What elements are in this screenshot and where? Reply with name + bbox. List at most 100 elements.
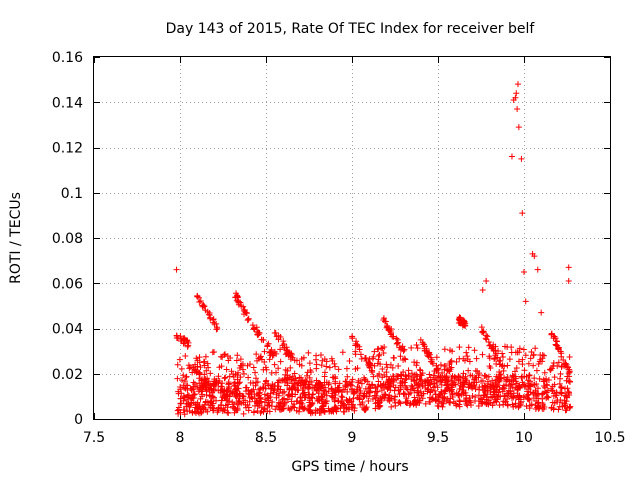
- roti-point: [216, 364, 223, 371]
- roti-point: [462, 375, 469, 382]
- roti-point: [261, 358, 268, 365]
- roti-point: [391, 354, 398, 361]
- roti-point: [176, 356, 183, 363]
- roti-point: [221, 375, 228, 382]
- roti-point: [533, 367, 540, 374]
- roti-point: [262, 396, 269, 403]
- roti-point: [219, 380, 226, 387]
- roti-point: [321, 373, 328, 380]
- roti-point: [550, 406, 557, 413]
- roti-point: [345, 401, 352, 408]
- roti-point: [479, 377, 486, 384]
- roti-point: [512, 368, 519, 375]
- roti-point: [204, 360, 211, 367]
- roti-point: [334, 384, 341, 391]
- roti-point: [414, 345, 421, 352]
- roti-point: [393, 340, 400, 347]
- roti-point: [462, 378, 469, 385]
- roti-point: [479, 351, 486, 358]
- roti-point: [456, 398, 463, 405]
- roti-point: [177, 400, 184, 407]
- roti-point: [395, 387, 402, 394]
- roti-point: [413, 359, 420, 366]
- roti-point: [519, 356, 526, 363]
- roti-point: [298, 362, 305, 369]
- roti-point: [479, 383, 486, 390]
- roti-point: [207, 393, 214, 400]
- x-tick-label: 7.5: [83, 430, 105, 446]
- roti-point: [566, 390, 573, 397]
- roti-point: [376, 403, 383, 410]
- roti-point: [349, 376, 356, 383]
- roti-point: [237, 374, 244, 381]
- roti-point: [557, 370, 564, 377]
- roti-point: [368, 381, 375, 388]
- roti-point: [548, 385, 555, 392]
- roti-point: [253, 351, 260, 358]
- y-tick-label: 0.02: [52, 367, 83, 383]
- roti-point: [427, 374, 434, 381]
- roti-point: [457, 380, 464, 387]
- roti-point: [516, 385, 523, 392]
- roti-point: [338, 399, 345, 406]
- roti-point: [522, 352, 529, 359]
- roti-point: [226, 393, 233, 400]
- roti-point: [481, 387, 488, 394]
- roti-point: [374, 346, 381, 353]
- roti-point: [344, 373, 351, 380]
- roti-point: [260, 408, 267, 415]
- roti-point: [425, 385, 432, 392]
- roti-point: [448, 357, 455, 364]
- roti-point: [173, 266, 180, 273]
- roti-point: [495, 382, 502, 389]
- roti-point: [449, 348, 456, 355]
- roti-point: [326, 380, 333, 387]
- roti-point: [499, 350, 506, 357]
- roti-point: [358, 355, 365, 362]
- roti-point: [314, 395, 321, 402]
- roti-point: [527, 355, 534, 362]
- roti-point: [237, 356, 244, 363]
- roti-point: [422, 400, 429, 407]
- roti-point: [236, 364, 243, 371]
- roti-point: [268, 385, 275, 392]
- roti-point: [537, 352, 544, 359]
- roti-point: [493, 373, 500, 380]
- roti-point: [446, 368, 453, 375]
- roti-point: [233, 357, 240, 364]
- roti-point: [400, 356, 407, 363]
- roti-point: [301, 394, 308, 401]
- roti-point: [400, 368, 407, 375]
- roti-point: [464, 353, 471, 360]
- roti-point: [388, 403, 395, 410]
- roti-point: [361, 374, 368, 381]
- roti-point: [396, 399, 403, 406]
- roti-point: [323, 392, 330, 399]
- roti-point: [207, 404, 214, 411]
- roti-point: [336, 380, 343, 387]
- roti-point: [225, 410, 232, 417]
- roti-point: [417, 376, 424, 383]
- roti-point: [213, 379, 220, 386]
- roti-point: [188, 400, 195, 407]
- roti-point: [262, 364, 269, 371]
- roti-point: [419, 339, 426, 346]
- roti-point: [231, 380, 238, 387]
- roti-point: [411, 394, 418, 401]
- roti-point: [224, 404, 231, 411]
- roti-point: [258, 398, 265, 405]
- roti-point: [225, 379, 232, 386]
- roti-point: [558, 353, 565, 360]
- roti-point: [329, 392, 336, 399]
- roti-point: [369, 367, 376, 374]
- roti-point: [419, 395, 426, 402]
- y-tick-label: 0.14: [52, 95, 83, 111]
- roti-point: [400, 347, 407, 354]
- roti-point: [394, 336, 401, 343]
- roti-point: [291, 377, 298, 384]
- roti-point: [348, 404, 355, 411]
- roti-point: [243, 309, 250, 316]
- roti-point: [254, 399, 261, 406]
- roti-point: [489, 402, 496, 409]
